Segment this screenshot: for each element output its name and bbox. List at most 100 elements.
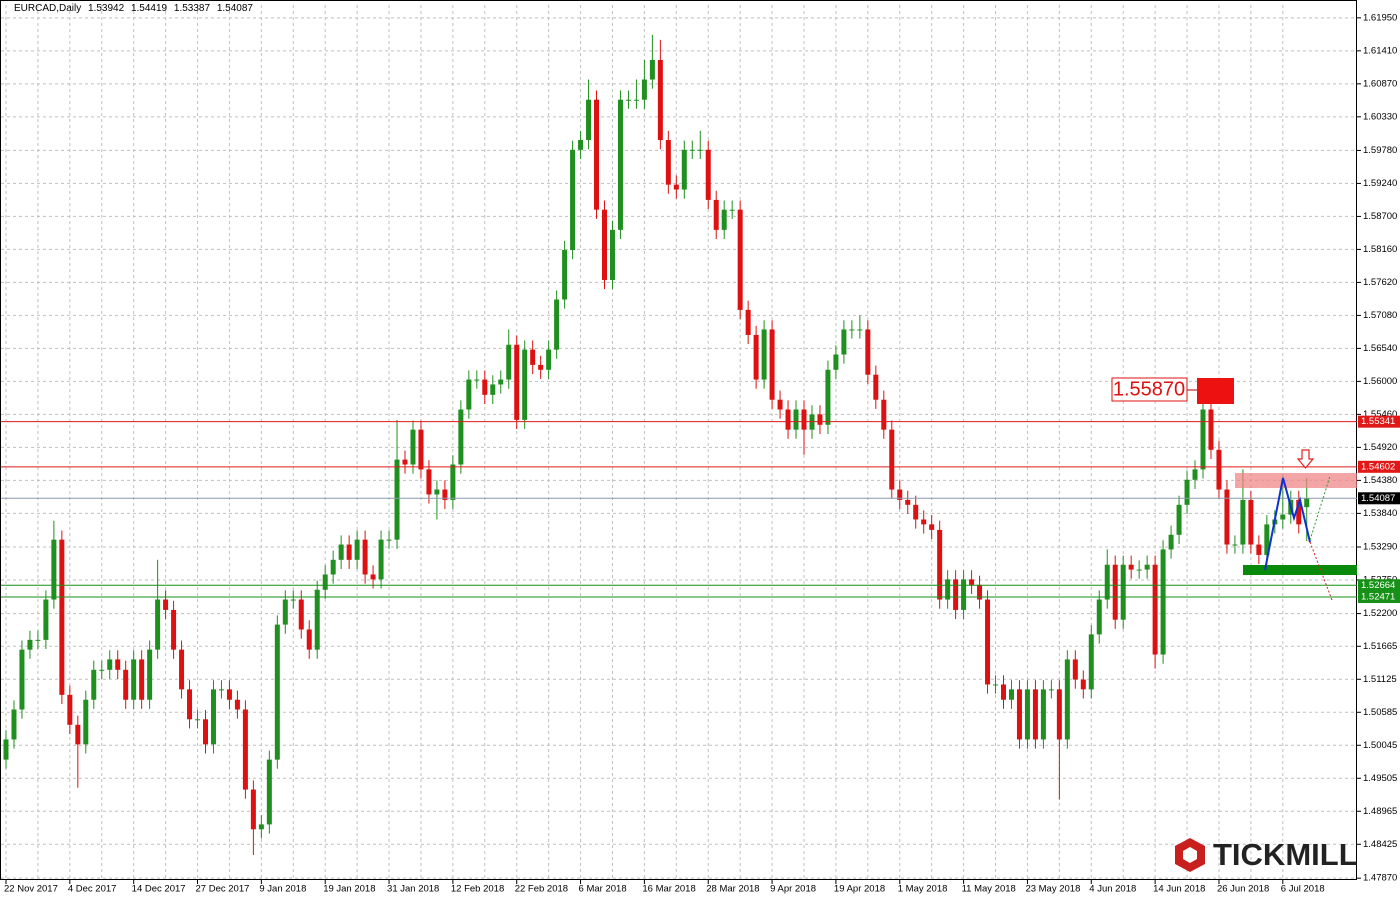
- candle-body: [1280, 514, 1286, 520]
- candle-body: [889, 429, 895, 490]
- candle-body: [274, 624, 280, 760]
- candle-body: [1192, 469, 1198, 480]
- candle-body: [689, 149, 695, 151]
- x-tick-label: 11 May 2018: [962, 884, 1016, 895]
- projection-up: [1309, 475, 1331, 541]
- candle-body: [538, 364, 544, 370]
- candle-body: [27, 639, 33, 650]
- candle-body: [394, 459, 400, 540]
- y-tick-label: 1.61950: [1363, 12, 1397, 23]
- candle-body: [1064, 659, 1070, 740]
- candle-body: [697, 149, 703, 151]
- candle-body: [721, 209, 727, 230]
- candle-body: [617, 99, 623, 230]
- candle-body: [705, 149, 711, 200]
- candle-body: [825, 369, 831, 425]
- candle-body: [147, 649, 153, 700]
- down-arrow: [1296, 449, 1315, 469]
- candle-body: [633, 99, 639, 101]
- candle-body: [793, 409, 799, 430]
- candle-body: [187, 689, 193, 720]
- y-tick-label: 1.56540: [1363, 343, 1397, 354]
- candle-body: [282, 599, 288, 625]
- candle-body: [410, 429, 416, 465]
- candle-body: [833, 354, 839, 370]
- candle-body: [897, 489, 903, 500]
- candle-body: [442, 489, 448, 500]
- x-tick-label: 22 Feb 2018: [515, 884, 568, 895]
- candle-body: [1001, 684, 1006, 700]
- candle-body: [673, 184, 679, 190]
- candle-body: [482, 379, 488, 395]
- candle-body: [953, 579, 959, 610]
- plot-frame: [0, 0, 1357, 880]
- price-axis: 1.61950 1.61410 1.60870 1.60330 1.59780 1.592…: [4, 12, 1400, 895]
- x-tick-label: 9 Apr 2018: [770, 884, 816, 895]
- candle-body: [921, 519, 927, 525]
- candle-body: [218, 689, 224, 691]
- candle-body: [370, 574, 376, 580]
- candle-body: [498, 379, 504, 385]
- candle-body: [1040, 689, 1046, 740]
- candle-body: [641, 79, 647, 100]
- level-label: 1.54602: [1361, 461, 1395, 472]
- candle-body: [506, 344, 512, 380]
- candle-body: [346, 544, 352, 560]
- candle-body: [306, 629, 312, 650]
- logo-text: TICKMILL: [1213, 837, 1358, 872]
- candle-body: [155, 599, 161, 650]
- logo-icon-inner: [1183, 847, 1197, 863]
- candle-body: [554, 299, 560, 350]
- candle-body: [83, 699, 89, 745]
- candle-body: [1104, 564, 1110, 600]
- candle-body: [1152, 564, 1158, 655]
- candle-body: [1136, 569, 1142, 571]
- resistance-zone: [1235, 473, 1357, 488]
- candle-body: [665, 140, 671, 185]
- y-tick-label: 1.50045: [1363, 740, 1397, 751]
- last-high: 1.54419: [130, 3, 168, 14]
- y-tick-label: 1.60330: [1363, 111, 1397, 122]
- candle-body: [1200, 409, 1206, 470]
- support-zone: [1243, 565, 1357, 575]
- x-tick-label: 1 May 2018: [898, 884, 948, 895]
- current-price-bg: [1358, 492, 1400, 505]
- candle-body: [330, 559, 336, 575]
- last-low: 1.53387: [173, 3, 211, 14]
- candle-body: [123, 669, 129, 700]
- candle-body: [35, 639, 41, 641]
- candle-body: [1144, 564, 1150, 570]
- candle-body: [402, 459, 408, 465]
- x-tick-label: 28 Mar 2018: [706, 884, 759, 895]
- y-tick-label: 1.55460: [1363, 409, 1397, 420]
- candle-body: [801, 409, 807, 430]
- candle-body: [937, 529, 943, 600]
- candle-body: [51, 539, 57, 600]
- candle-body: [1008, 689, 1014, 700]
- x-tick-label: 19 Jan 2018: [323, 884, 375, 895]
- candle-body: [945, 579, 951, 600]
- candle-body: [226, 689, 232, 700]
- x-tick-label: 27 Dec 2017: [196, 884, 250, 895]
- y-tick-label: 1.48425: [1363, 839, 1397, 850]
- candle-body: [139, 659, 145, 700]
- candle-body: [1160, 549, 1166, 655]
- y-tick-label: 1.61410: [1363, 45, 1397, 56]
- y-tick-label: 1.58160: [1363, 244, 1397, 255]
- candle-body: [11, 709, 17, 740]
- x-tick-label: 26 Jun 2018: [1217, 884, 1269, 895]
- y-tick-label: 1.57620: [1363, 277, 1397, 288]
- candle-body: [1184, 479, 1190, 505]
- candle-body: [649, 59, 655, 80]
- x-tick-label: 12 Feb 2018: [451, 884, 504, 895]
- candle-body: [729, 209, 735, 211]
- level-label: 1.52664: [1361, 580, 1395, 591]
- candle-body: [753, 334, 759, 380]
- candle-body: [91, 669, 97, 700]
- y-tick-label: 1.60870: [1363, 78, 1397, 89]
- last-open: 1.53942: [88, 3, 125, 14]
- x-tick-label: 14 Jun 2018: [1153, 884, 1205, 895]
- candle-body: [75, 724, 81, 745]
- candle-body: [785, 409, 791, 430]
- candle-body: [1304, 498, 1310, 508]
